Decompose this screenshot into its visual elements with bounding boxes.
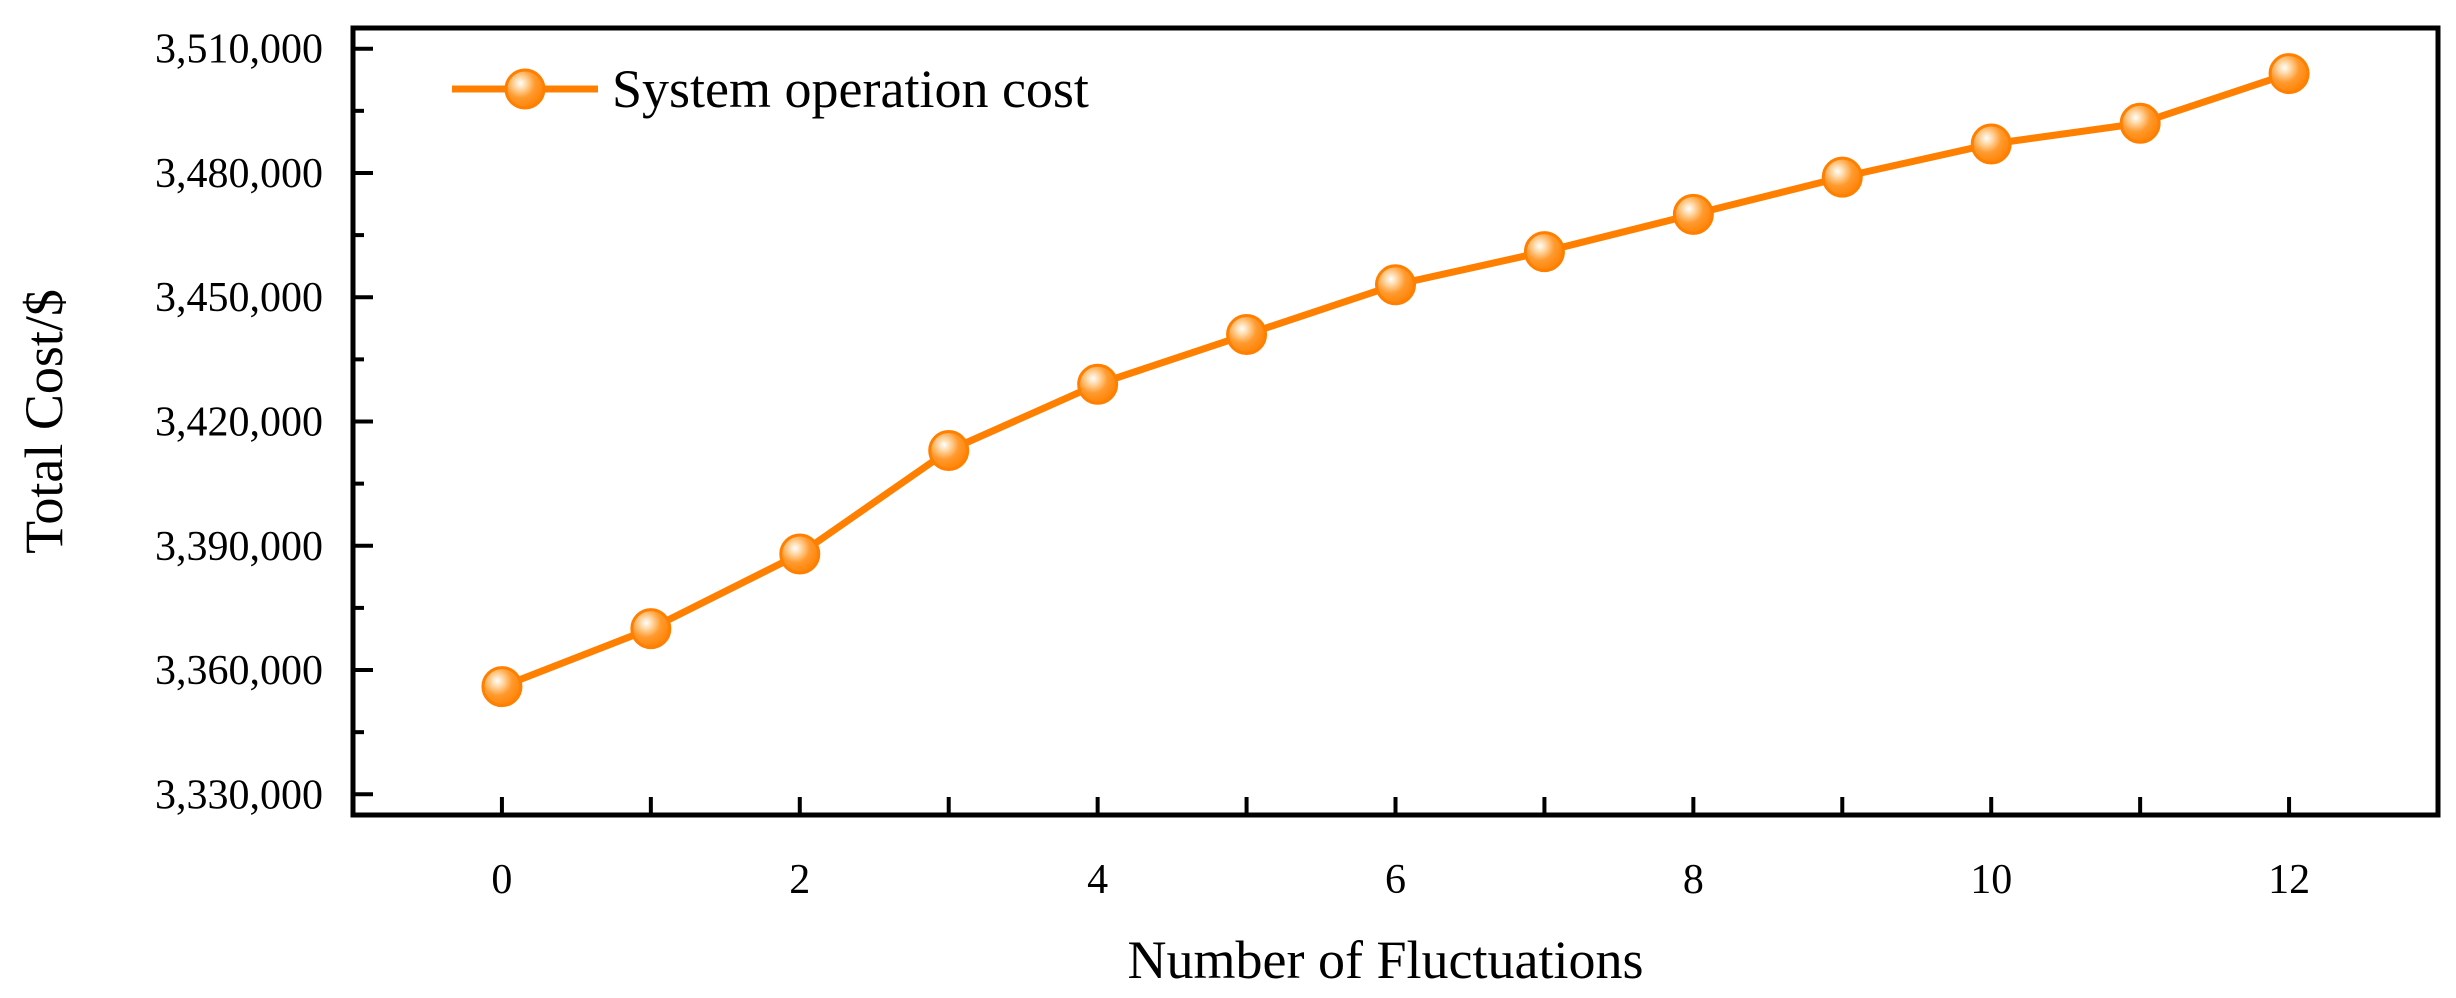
- data-point: [2119, 102, 2161, 144]
- data-point: [1226, 314, 1268, 356]
- x-tick-label: 8: [1683, 857, 1704, 903]
- y-tick-label: 3,480,000: [155, 151, 323, 197]
- data-point: [630, 608, 672, 650]
- legend-marker: [504, 68, 546, 110]
- x-tick-label: 0: [491, 857, 512, 903]
- data-point: [2268, 53, 2310, 95]
- series-line: [500, 70, 2291, 690]
- x-tick-label: 10: [1970, 857, 2012, 903]
- data-point: [1523, 231, 1565, 273]
- plot-frame: [350, 25, 2441, 818]
- x-tick-label: 12: [2268, 857, 2310, 903]
- data-point: [1077, 363, 1119, 405]
- data-point: [779, 533, 821, 575]
- x-tick-label: 6: [1385, 857, 1406, 903]
- y-tick-label: 3,390,000: [155, 524, 323, 570]
- data-point: [928, 429, 970, 471]
- y-tick-label: 3,360,000: [155, 648, 323, 694]
- x-tick-label: 2: [789, 857, 810, 903]
- y-tick-label: 3,420,000: [155, 400, 323, 446]
- data-point: [1672, 193, 1714, 235]
- y-tick-label: 3,510,000: [155, 27, 323, 73]
- y-axis-title: Total Cost/$: [14, 289, 74, 554]
- x-tick-label: 4: [1087, 857, 1108, 903]
- legend-label: System operation cost: [612, 59, 1089, 119]
- data-point: [1821, 156, 1863, 198]
- x-axis-title: Number of Fluctuations: [1128, 930, 1644, 990]
- data-point: [1375, 264, 1416, 306]
- y-tick-label: 3,450,000: [155, 275, 323, 321]
- data-point: [481, 666, 523, 708]
- data-point: [1970, 123, 2012, 165]
- y-tick-label: 3,330,000: [155, 772, 323, 818]
